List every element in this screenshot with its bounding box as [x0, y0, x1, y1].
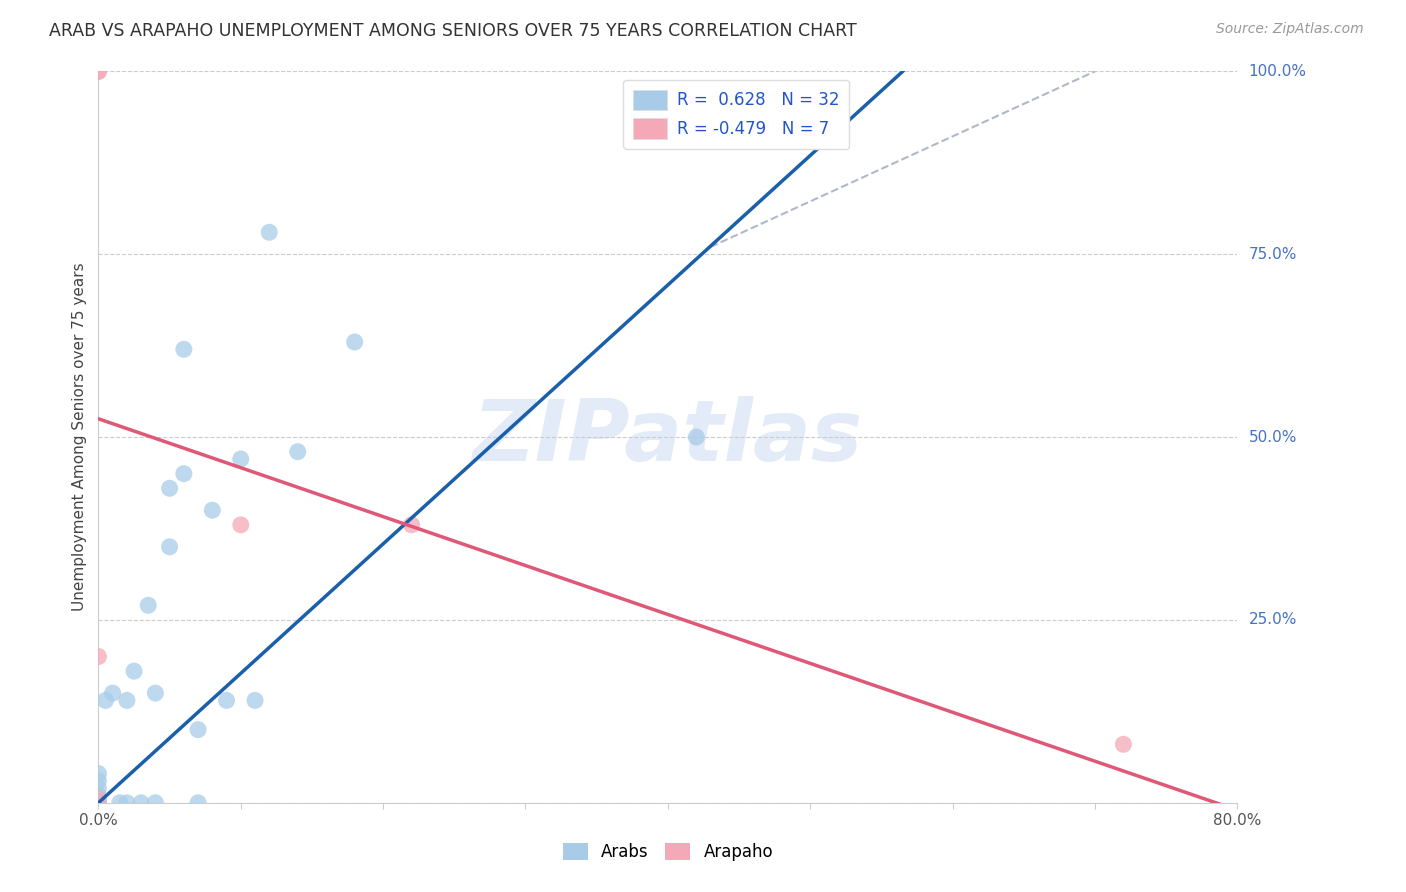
Text: ARAB VS ARAPAHO UNEMPLOYMENT AMONG SENIORS OVER 75 YEARS CORRELATION CHART: ARAB VS ARAPAHO UNEMPLOYMENT AMONG SENIO… [49, 22, 858, 40]
Point [87, 789, 110, 803]
Text: ZIPatlas: ZIPatlas [472, 395, 863, 479]
Point [145, 796, 167, 810]
Point [287, 444, 309, 458]
Y-axis label: Unemployment Among Seniors over 75 years: Unemployment Among Seniors over 75 years [72, 263, 87, 611]
Point [243, 693, 266, 707]
Text: 100.0%: 100.0% [1249, 64, 1306, 78]
Point [115, 796, 138, 810]
Point [87, 792, 110, 806]
Point [187, 723, 209, 737]
Point [1112, 737, 1135, 751]
Point [343, 334, 366, 349]
Legend: Arabs, Arapaho: Arabs, Arapaho [555, 836, 780, 868]
Text: 50.0%: 50.0% [1249, 430, 1298, 444]
Point [122, 664, 145, 678]
Point [173, 343, 195, 357]
Point [87, 796, 110, 810]
Point [108, 796, 131, 810]
Point [87, 796, 110, 810]
Text: 75.0%: 75.0% [1249, 247, 1298, 261]
Point [87, 773, 110, 788]
Point [215, 693, 238, 707]
Point [685, 430, 707, 444]
Point [159, 481, 181, 495]
Point [145, 686, 167, 700]
Point [136, 599, 159, 613]
Point [87, 796, 110, 810]
Point [229, 517, 252, 532]
Point [201, 503, 224, 517]
Point [87, 649, 110, 664]
Point [159, 540, 181, 554]
Point [87, 64, 110, 78]
Point [115, 693, 138, 707]
Point [259, 225, 281, 239]
Point [401, 517, 423, 532]
Point [87, 781, 110, 796]
Point [129, 796, 152, 810]
Point [229, 452, 252, 467]
Point [87, 796, 110, 810]
Point [87, 64, 110, 78]
Text: 25.0%: 25.0% [1249, 613, 1298, 627]
Point [101, 686, 124, 700]
Point [187, 796, 209, 810]
Point [173, 467, 195, 481]
Text: Source: ZipAtlas.com: Source: ZipAtlas.com [1216, 22, 1364, 37]
Point [94, 693, 117, 707]
Point [87, 766, 110, 780]
